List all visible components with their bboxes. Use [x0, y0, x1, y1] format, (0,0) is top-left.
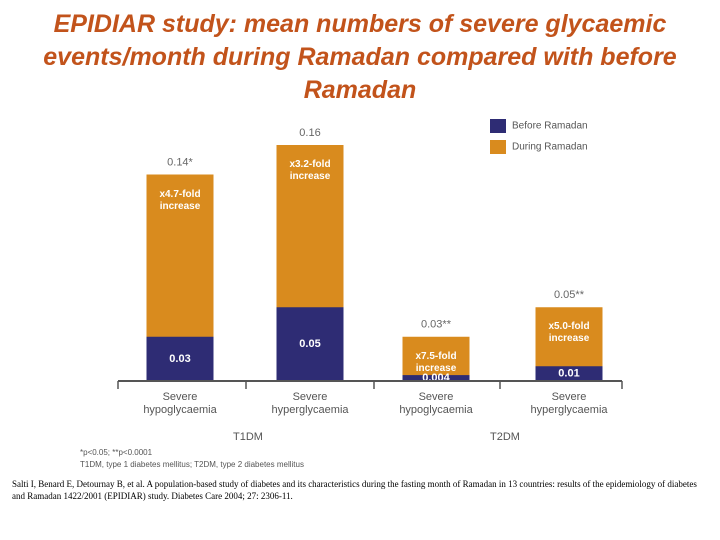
chart-title: EPIDIAR study: mean numbers of severe gl… — [43, 10, 677, 104]
annotation: x5.0-fold increase — [548, 321, 590, 345]
x-tick-label: Severe hyperglycaemia — [271, 391, 349, 416]
bar — [535, 366, 603, 381]
annotation: x3.2-fold increase — [289, 159, 331, 182]
legend-swatch — [490, 140, 506, 154]
x-tick-label: Severe hyperglycaemia — [530, 391, 608, 416]
value-label: 0.01 — [558, 368, 579, 380]
x-tick-label: Severe hypoglycaemia — [399, 391, 473, 416]
citation: Salti I, Benard E, Detournay B, et al. A… — [12, 479, 697, 501]
footnote: T1DM, type 1 diabetes mellitus; T2DM, ty… — [80, 460, 304, 469]
bar — [146, 336, 214, 381]
bar — [402, 336, 470, 381]
value-label: 0.16 — [299, 127, 320, 139]
annotation: x7.5-fold increase — [415, 350, 457, 374]
legend-label: Before Ramadan — [512, 121, 588, 132]
value-label: 0.03** — [421, 319, 452, 331]
x-tick-label: Severe hypoglycaemia — [143, 391, 217, 416]
value-label: 0.03 — [169, 353, 190, 365]
group-label: T2DM — [490, 431, 520, 443]
value-label: 0.05** — [554, 289, 585, 301]
footnote: *p<0.05; **p<0.0001 — [80, 448, 153, 457]
value-label: 0.14* — [167, 156, 193, 168]
legend-label: During Ramadan — [512, 142, 588, 153]
legend-swatch — [490, 119, 506, 133]
bar — [402, 375, 470, 381]
annotation: x4.7-fold increase — [159, 188, 201, 212]
group-label: T1DM — [233, 431, 263, 443]
value-label: 0.05 — [299, 338, 320, 350]
bar — [276, 307, 344, 381]
